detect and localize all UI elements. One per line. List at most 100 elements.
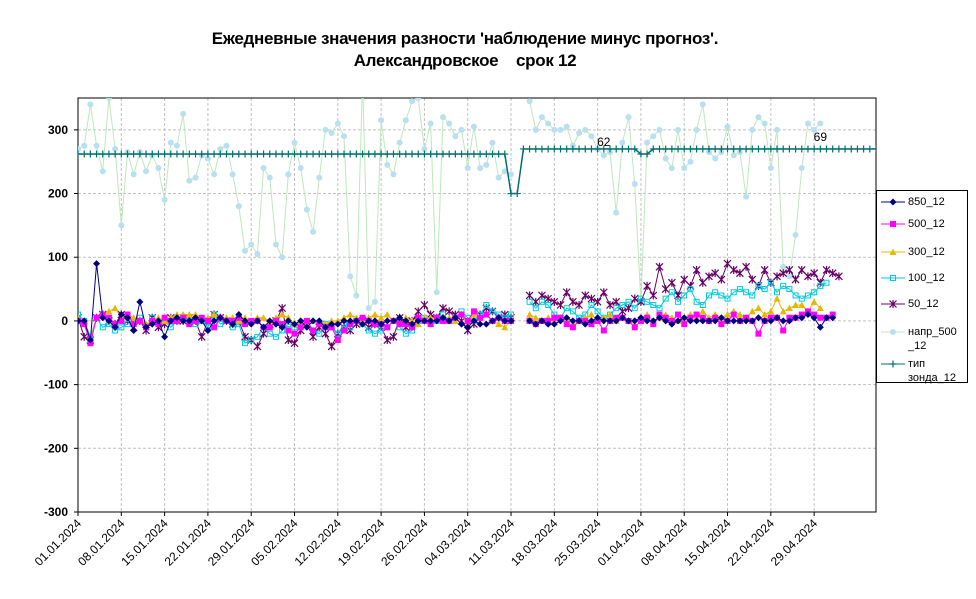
series-850-12-point bbox=[383, 317, 391, 325]
series-850-12-point bbox=[161, 333, 169, 341]
series-напр-500-12-point bbox=[804, 120, 811, 127]
series-850-12-point bbox=[93, 260, 101, 268]
series-500-12-point bbox=[464, 317, 471, 324]
series-тип-зонда-12-point bbox=[161, 150, 169, 158]
series-тип-зонда-12-point bbox=[235, 150, 243, 158]
series-100-12-point bbox=[538, 298, 545, 305]
series-850-12-point bbox=[606, 317, 614, 325]
series-50-12-point bbox=[284, 336, 293, 345]
series-300-12-point bbox=[495, 320, 503, 328]
series-50-12-point bbox=[680, 275, 689, 284]
series-850-12-point bbox=[792, 314, 800, 322]
series-300-12-point bbox=[816, 304, 824, 312]
series-тип-зонда-12-point bbox=[198, 150, 206, 158]
series-500-12-point bbox=[211, 324, 218, 331]
series-100-12-point bbox=[736, 286, 743, 293]
series-напр-500-12-point bbox=[384, 161, 391, 168]
series-напр-500-12-point bbox=[421, 145, 428, 152]
series-300-12-point bbox=[773, 295, 781, 302]
series-напр-500-12-point bbox=[433, 289, 440, 296]
series-100-12-point bbox=[625, 298, 632, 305]
series-850-12-point bbox=[705, 317, 713, 325]
series-850-12-point bbox=[204, 326, 212, 334]
legend-label: 850_12 bbox=[908, 196, 945, 208]
series-100-12-point bbox=[804, 292, 811, 299]
legend-marker bbox=[889, 300, 897, 308]
series-850-12-point bbox=[414, 317, 422, 325]
series-тип-зонда-12-point bbox=[748, 145, 756, 153]
series-тип-зонда-12-point bbox=[297, 150, 305, 158]
series-тип-зонда-12-point bbox=[730, 145, 738, 153]
series-850-12-point bbox=[142, 323, 150, 331]
series-напр-500-12-point bbox=[87, 101, 94, 108]
series-100-12-point bbox=[483, 302, 490, 308]
series-850-12-point bbox=[420, 317, 428, 325]
series-850-12-point bbox=[458, 320, 466, 328]
series-100-12-point bbox=[371, 330, 378, 337]
series-напр-500-12-point bbox=[489, 139, 496, 146]
series-100-12-point bbox=[687, 286, 694, 293]
series-50-12-point bbox=[321, 329, 330, 338]
series-напр-500-12-point bbox=[545, 120, 552, 127]
series-тип-зонда-12-point bbox=[816, 145, 824, 153]
series-850-12-point bbox=[192, 314, 200, 322]
series-напр-500-12-point bbox=[112, 145, 119, 152]
series-100-12-point bbox=[569, 308, 576, 315]
series-напр-500-12-point bbox=[452, 133, 459, 140]
series-тип-зонда-12-point bbox=[637, 150, 645, 158]
series-100-12-point bbox=[217, 321, 224, 328]
series-тип-зонда-12-point bbox=[260, 150, 268, 158]
series-напр-500-12-point bbox=[353, 292, 360, 299]
series-тип-зонда-12-point bbox=[229, 150, 237, 158]
series-50-12-point bbox=[649, 291, 658, 300]
series-напр-500-12-point bbox=[761, 120, 768, 127]
series-тип-зонда-12-point bbox=[284, 150, 292, 158]
series-50-12-point bbox=[80, 332, 89, 341]
series-напр-500-12-point bbox=[600, 152, 607, 159]
series-100-12-point bbox=[724, 295, 731, 302]
series-тип-зонда-12-point bbox=[470, 150, 478, 158]
series-500-12-point bbox=[291, 330, 298, 337]
series-напр-500-12-point bbox=[495, 174, 502, 181]
series-50-12-point bbox=[439, 304, 447, 313]
series-напр-500-12-point bbox=[285, 171, 292, 178]
series-100-12-point bbox=[662, 295, 669, 302]
plot-area bbox=[77, 97, 877, 513]
series-напр-500-12-point bbox=[297, 165, 304, 172]
legend-marker bbox=[890, 275, 896, 281]
series-напр-500-12-point bbox=[613, 209, 620, 216]
series-850-12-point bbox=[99, 314, 107, 322]
series-500-12-point bbox=[334, 337, 341, 344]
series-напр-500-12-point bbox=[365, 305, 372, 312]
series-500-12-point bbox=[297, 324, 304, 331]
series-тип-зонда-12-point bbox=[519, 145, 527, 153]
series-850-12-point bbox=[451, 314, 459, 322]
series-тип-зонда-12-point bbox=[581, 145, 589, 153]
series-тип-зонда-12-point bbox=[798, 145, 806, 153]
series-тип-зонда-12-point bbox=[123, 150, 131, 158]
series-100-12-point bbox=[798, 295, 805, 302]
series-тип-зонда-12-point bbox=[117, 150, 125, 158]
series-тип-зонда-12-point bbox=[93, 150, 101, 158]
series-50-12-point bbox=[575, 301, 583, 309]
series-тип-зонда-12-point bbox=[179, 150, 187, 158]
series-850-12-point bbox=[748, 317, 756, 325]
series-300-12-point bbox=[767, 307, 775, 315]
series-500-12-point bbox=[161, 314, 168, 321]
series-850-12-point bbox=[538, 317, 546, 325]
series-850-12-point bbox=[693, 317, 701, 325]
series-тип-зонда-12-point bbox=[594, 145, 602, 153]
series-850-12-point bbox=[699, 317, 707, 325]
series-850-12-point bbox=[550, 320, 558, 328]
x-tick-label: 04.03.2024 bbox=[421, 516, 474, 569]
series-850-12-point bbox=[501, 317, 509, 325]
series-850-12-point bbox=[396, 314, 404, 322]
series-50-12-point bbox=[661, 285, 670, 294]
series-500-12-point bbox=[817, 314, 824, 321]
series-50-12-point bbox=[525, 291, 534, 300]
y-tick-label: 200 bbox=[48, 187, 68, 201]
series-тип-зонда-12-point bbox=[823, 145, 831, 153]
series-напр-500-12-point bbox=[470, 123, 477, 130]
series-напр-500-12-point bbox=[371, 298, 378, 305]
series-напр-500-12-point bbox=[279, 254, 286, 261]
